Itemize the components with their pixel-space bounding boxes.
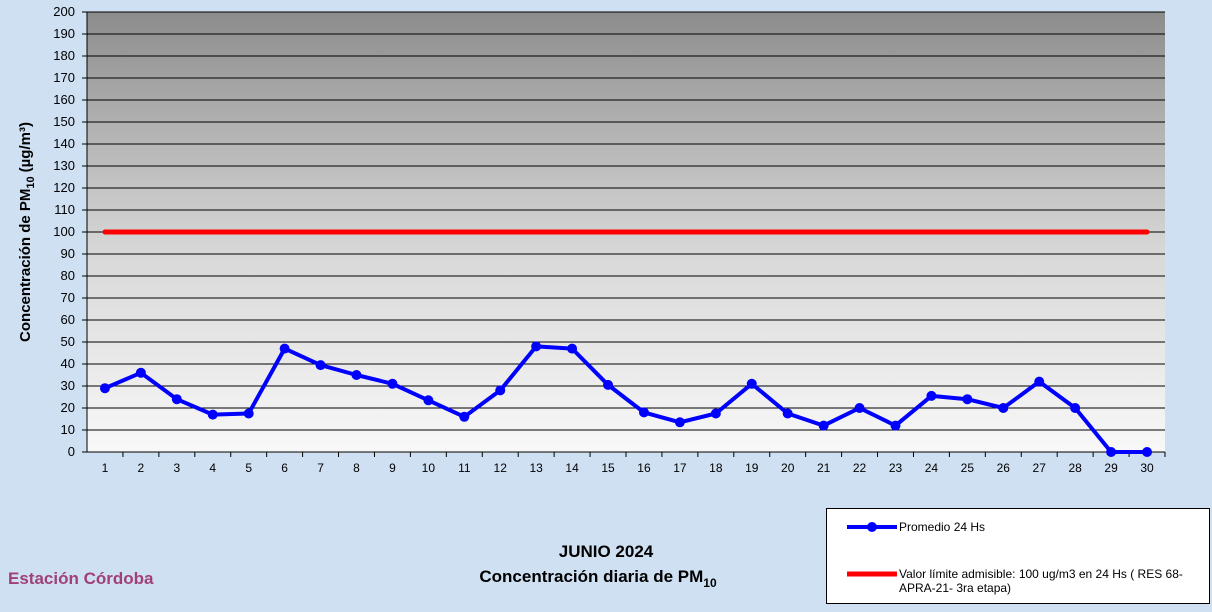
data-point: [316, 360, 326, 370]
x-tick-label: 12: [494, 461, 508, 475]
legend-item: Promedio 24 Hs: [845, 520, 1199, 534]
page: {"chart_data":{"type":"line", "title":"J…: [0, 0, 1212, 612]
y-tick-label: 120: [53, 180, 75, 195]
x-tick-label: 13: [529, 461, 543, 475]
data-point: [280, 344, 290, 354]
legend-item: Valor límite admisible: 100 ug/m3 en 24 …: [845, 567, 1199, 595]
data-point: [1070, 403, 1080, 413]
y-tick-label: 100: [53, 224, 75, 239]
x-tick-label: 8: [353, 461, 360, 475]
data-point: [244, 409, 254, 419]
x-tick-label: 5: [245, 461, 252, 475]
x-tick-label: 14: [565, 461, 579, 475]
x-tick-label: 6: [281, 461, 288, 475]
x-tick-label: 10: [422, 461, 436, 475]
x-tick-label: 25: [961, 461, 975, 475]
y-axis-label: Concentración de PM10 (µg/m³): [17, 122, 37, 342]
data-point: [100, 383, 110, 393]
subtitle: Concentración diaria de PM10: [479, 567, 717, 590]
subtitle-text: Concentración diaria de PM: [479, 567, 703, 586]
y-tick-label: 130: [53, 158, 75, 173]
legend-marker: [867, 522, 877, 532]
y-tick-label: 170: [53, 70, 75, 85]
y-tick-label: 180: [53, 48, 75, 63]
x-tick-label: 19: [745, 461, 759, 475]
y-tick-label: 200: [53, 4, 75, 19]
data-point: [783, 409, 793, 419]
x-tick-label: 11: [458, 461, 471, 475]
data-point: [387, 379, 397, 389]
data-point: [747, 379, 757, 389]
x-tick-label: 30: [1140, 461, 1154, 475]
y-tick-label: 0: [68, 444, 75, 459]
x-tick-label: 3: [173, 461, 180, 475]
y-tick-label: 10: [61, 422, 75, 437]
data-point: [208, 410, 218, 420]
data-point: [603, 380, 613, 390]
y-tick-label: 190: [53, 26, 75, 41]
x-tick-label: 1: [102, 461, 109, 475]
data-point: [1106, 447, 1116, 457]
x-tick-label: 29: [1104, 461, 1118, 475]
data-point: [962, 394, 972, 404]
legend-label: Valor límite admisible: 100 ug/m3 en 24 …: [899, 567, 1199, 595]
y-tick-label: 80: [61, 268, 75, 283]
legend-symbol: [845, 567, 899, 581]
x-tick-label: 17: [673, 461, 687, 475]
data-point: [423, 395, 433, 405]
y-tick-label: 90: [61, 246, 75, 261]
data-point: [352, 370, 362, 380]
x-tick-label: 2: [138, 461, 145, 475]
data-point: [855, 403, 865, 413]
y-label-text: Concentración de PM: [17, 189, 34, 342]
data-point: [819, 421, 829, 431]
data-point: [891, 421, 901, 431]
data-point: [567, 344, 577, 354]
y-tick-label: 50: [61, 334, 75, 349]
y-tick-label: 140: [53, 136, 75, 151]
y-tick-label: 40: [61, 356, 75, 371]
subtitle-sub: 10: [703, 576, 717, 590]
data-point: [639, 407, 649, 417]
data-point: [459, 412, 469, 422]
x-tick-label: 18: [709, 461, 723, 475]
x-tick-label: 22: [853, 461, 867, 475]
y-tick-label: 60: [61, 312, 75, 327]
x-tick-label: 7: [317, 461, 324, 475]
legend: Promedio 24 Hs Valor límite admisible: 10…: [826, 508, 1210, 604]
x-tick-label: 9: [389, 461, 396, 475]
data-point: [926, 391, 936, 401]
y-tick-label: 150: [53, 114, 75, 129]
x-tick-label: 26: [997, 461, 1011, 475]
y-tick-label: 160: [53, 92, 75, 107]
y-label-unit: (µg/m³): [17, 122, 34, 172]
data-point: [675, 417, 685, 427]
legend-label: Promedio 24 Hs: [899, 520, 1199, 534]
station-label: Estación Córdoba: [8, 569, 154, 588]
x-tick-label: 27: [1033, 461, 1047, 475]
data-point: [998, 403, 1008, 413]
data-point: [136, 368, 146, 378]
y-tick-label: 70: [61, 290, 75, 305]
data-point: [1142, 447, 1152, 457]
x-tick-label: 24: [925, 461, 939, 475]
y-tick-label: 20: [61, 400, 75, 415]
x-tick-label: 20: [781, 461, 795, 475]
data-point: [1034, 377, 1044, 387]
x-tick-label: 4: [209, 461, 216, 475]
x-tick-label: 15: [601, 461, 615, 475]
x-tick-label: 28: [1068, 461, 1082, 475]
x-tick-label: 21: [817, 461, 831, 475]
y-label-sub: 10: [25, 176, 37, 188]
x-tick-label: 16: [637, 461, 651, 475]
y-tick-label: 110: [54, 202, 75, 217]
title: JUNIO 2024: [559, 542, 654, 561]
data-point: [531, 341, 541, 351]
y-tick-label: 30: [61, 378, 75, 393]
x-tick-label: 23: [889, 461, 903, 475]
data-point: [172, 394, 182, 404]
legend-symbol: [845, 520, 899, 534]
data-point: [711, 409, 721, 419]
data-point: [495, 385, 505, 395]
